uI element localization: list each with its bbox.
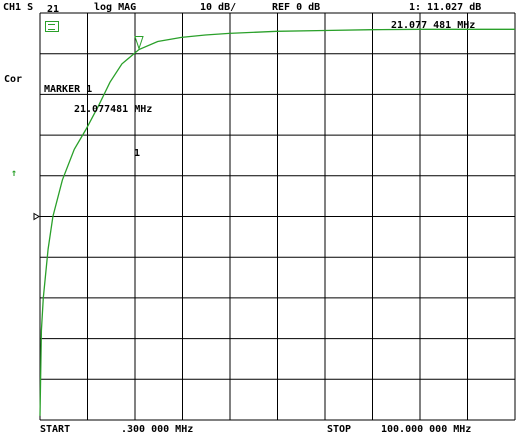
marker-readout-value: 1: 11.027 dB <box>409 2 482 13</box>
reference-arrow-icon: ↑ <box>11 168 18 179</box>
format-label: log MAG <box>94 2 137 13</box>
start-label: START <box>40 424 71 435</box>
stop-value: 100.000 000 MHz <box>381 424 472 435</box>
reference-label: REF 0 dB <box>272 2 321 13</box>
stop-label: STOP <box>327 424 352 435</box>
marker-triangle-icon[interactable] <box>134 36 144 51</box>
graticule <box>39 12 516 421</box>
marker-box-frequency: 21.077481 MHz <box>74 104 153 115</box>
correction-label: Cor <box>4 74 23 85</box>
display-mode-icon <box>45 21 59 32</box>
trace-line <box>39 28 515 416</box>
channel-label: CH1 S <box>3 2 34 13</box>
parameter-label: 21 <box>47 4 60 15</box>
scale-label: 10 dB/ <box>200 2 237 13</box>
start-value: .300 000 MHz <box>121 424 194 435</box>
marker-box-title: MARKER 1 <box>44 84 93 95</box>
marker-number-label: 1 <box>134 148 141 159</box>
marker-readout-freq: 21.077 481 MHz <box>391 20 476 31</box>
reference-position-icon <box>33 212 40 221</box>
